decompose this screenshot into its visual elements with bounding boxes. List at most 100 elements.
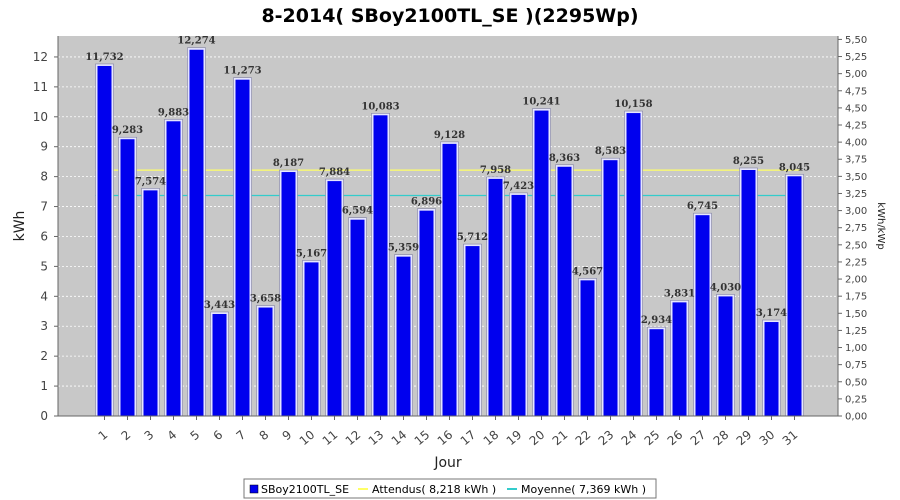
y2-tick-label: 5,25 (845, 52, 867, 63)
bar (695, 215, 710, 416)
y2-tick-label: 5,00 (845, 69, 867, 80)
bar (258, 307, 273, 416)
x-tick-label: 7 (234, 428, 249, 444)
y2-tick-label: 1,50 (845, 309, 867, 320)
x-tick-label: 16 (435, 428, 456, 449)
data-label: 7,574 (135, 176, 166, 187)
y2-tick-label: 3,25 (845, 189, 867, 200)
y-tick-label: 11 (33, 80, 48, 94)
x-tick-label: 2 (119, 428, 134, 444)
data-label: 3,658 (250, 294, 281, 305)
y-tick-label: 9 (40, 140, 48, 154)
data-label: 7,423 (503, 181, 534, 192)
data-label: 3,174 (756, 308, 787, 319)
data-label: 12,274 (177, 36, 215, 47)
data-label: 8,363 (549, 153, 580, 164)
legend-label-attendus: Attendus( 8,218 kWh ) (372, 483, 496, 496)
x-tick-label: 13 (366, 428, 387, 449)
bar (649, 329, 664, 416)
x-tick-label: 27 (688, 428, 709, 449)
y2-tick-label: 4,50 (845, 103, 867, 114)
x-tick-label: 4 (165, 428, 180, 444)
bar (557, 166, 572, 416)
data-label: 8,187 (273, 158, 304, 169)
bar (626, 113, 641, 416)
bar (419, 210, 434, 416)
data-labels: 11,732 9,283 7,574 9,883 12,274 3,443 11,273 3,… (85, 36, 810, 326)
data-label: 10,158 (614, 99, 652, 110)
data-label: 10,083 (361, 101, 399, 112)
bar (304, 262, 319, 416)
bar (281, 172, 296, 416)
bar (511, 194, 526, 416)
y-tick-label: 2 (40, 349, 48, 363)
bar (373, 115, 388, 416)
y-axis-label: kWh (12, 211, 28, 242)
y-tick-label: 3 (40, 319, 48, 333)
x-tick-label: 8 (257, 428, 272, 444)
bar (396, 256, 411, 416)
y-tick-label: 8 (40, 170, 48, 184)
data-label: 5,167 (296, 248, 327, 259)
data-label: 5,712 (457, 232, 488, 243)
bar (442, 143, 457, 417)
legend-label-series: SBoy2100TL_SE (261, 483, 349, 496)
bar (97, 65, 112, 417)
x-tick-label: 1 (96, 428, 111, 444)
bar (580, 280, 595, 416)
bar (189, 49, 204, 416)
bar (741, 170, 756, 416)
data-label: 8,045 (779, 162, 810, 173)
data-label: 8,583 (595, 146, 626, 157)
y2-axis-ticks: 0,00 0,25 0,50 0,75 1,00 1,25 1,50 1,75 2,00 2,25… (838, 35, 867, 423)
data-label: 8,255 (733, 156, 764, 167)
x-tick-label: 26 (665, 428, 686, 449)
chart-title: 8-2014( SBoy2100TL_SE )(2295Wp) (261, 5, 638, 27)
data-label: 11,732 (85, 52, 123, 63)
data-label: 5,359 (388, 243, 419, 254)
bar (143, 190, 158, 416)
y2-tick-label: 2,00 (845, 275, 867, 286)
y2-tick-label: 4,00 (845, 138, 867, 149)
y2-tick-label: 2,25 (845, 257, 867, 268)
data-label: 9,128 (434, 130, 465, 141)
x-tick-label: 9 (280, 428, 295, 444)
y2-tick-label: 5,50 (845, 35, 867, 46)
y2-tick-label: 4,25 (845, 121, 867, 132)
y2-tick-label: 3,50 (845, 172, 867, 183)
x-tick-label: 24 (619, 428, 640, 449)
bar (718, 296, 733, 416)
legend-box (243, 478, 657, 499)
x-tick-label: 22 (573, 428, 594, 449)
y2-tick-label: 3,00 (845, 206, 867, 217)
y2-tick-label: 0,00 (845, 412, 867, 423)
data-label: 6,594 (342, 206, 373, 217)
y-tick-label: 0 (40, 409, 48, 423)
data-label: 3,831 (664, 288, 695, 299)
bar (603, 160, 618, 416)
y2-tick-label: 1,00 (845, 343, 867, 354)
y2-tick-label: 0,50 (845, 377, 867, 388)
bar (672, 302, 687, 416)
bar (465, 246, 480, 416)
y2-tick-label: 2,75 (845, 223, 867, 234)
x-axis-label: Jour (433, 455, 462, 471)
data-label: 9,883 (158, 107, 189, 118)
y-tick-label: 7 (40, 200, 48, 214)
x-tick-label: 21 (550, 428, 571, 449)
data-label: 4,567 (572, 266, 603, 277)
x-tick-label: 30 (757, 428, 778, 449)
y-tick-label: 6 (40, 229, 48, 243)
x-tick-label: 12 (343, 428, 364, 449)
data-label: 7,958 (480, 165, 511, 176)
x-tick-label: 14 (389, 428, 410, 449)
x-tick-label: 18 (481, 428, 502, 449)
x-tick-label: 3 (142, 428, 157, 444)
data-label: 6,745 (687, 201, 718, 212)
data-label: 6,896 (411, 197, 442, 208)
y-tick-label: 12 (33, 50, 48, 64)
y2-tick-label: 3,75 (845, 155, 867, 166)
data-label: 7,884 (319, 167, 350, 178)
